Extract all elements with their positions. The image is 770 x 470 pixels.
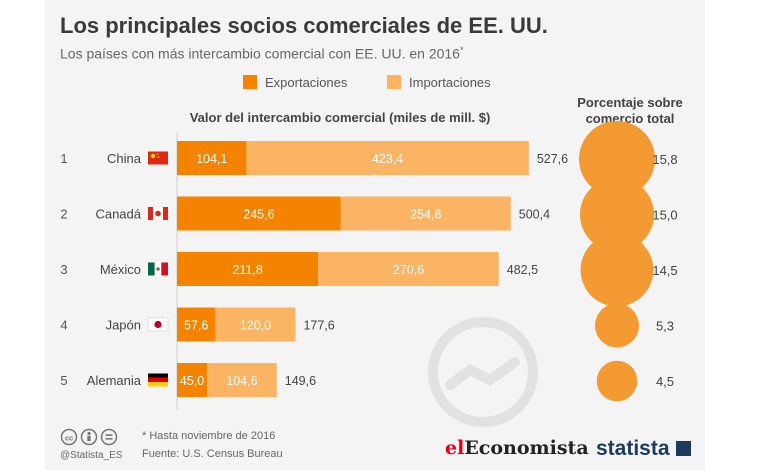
japan-flag [147,317,169,332]
watermark-handshake-icon [428,317,538,427]
legend-label-imports: Importaciones [409,75,491,90]
share-bubble [596,360,638,402]
bar-imports-label: 270,6 [393,263,424,277]
mexico-flag [148,262,168,276]
share-bubble [580,233,654,307]
share-label: 5,3 [656,319,674,334]
bar-exports [177,196,341,231]
footer-handle: @Statista_ES [60,450,123,461]
statista-logo-icon [675,441,691,456]
bar-imports-label: 254,8 [410,208,441,222]
total-label: 500,4 [519,208,550,222]
eleconomista-logo: elEconomista [445,437,589,459]
share-bubble [594,303,640,348]
eleconomista-logo-part2: Economista [464,437,589,459]
cc-icon: cc [60,428,78,446]
footer-source: Fuente: U.S. Census Bureau [142,448,283,460]
germany-flag [148,373,168,387]
country-label: Japón [106,318,141,333]
page-title: Los principales socios comerciales de EE… [60,13,548,38]
total-label: 482,5 [507,263,538,277]
statista-logo-text: statista [596,437,670,460]
rank-label: 4 [60,318,67,333]
bar-exports-label: 45,0 [180,374,204,388]
legend-swatch-imports [387,75,401,89]
bar-imports [340,196,511,231]
share-label: 15,8 [652,152,677,167]
noderivs-icon [100,428,118,446]
share-label: 4,5 [656,374,674,389]
bar-imports [215,307,296,342]
share-title-line1: Porcentaje sobre [577,95,683,110]
bar-exports [177,363,208,397]
chart-row: 3 México 211,8 270,6 482,5 14,5 [60,233,678,307]
bar-exports-label: 211,8 [232,263,262,277]
bar-axis-title: Valor del intercambio comercial (miles d… [190,110,491,125]
canada-flag [147,206,169,221]
rank-label: 5 [60,373,67,388]
legend-swatch-exports [243,75,257,89]
bar-imports-label: 104,6 [226,374,257,388]
legend-item-exports: Exportaciones [243,75,347,90]
bar-exports-label: 57,6 [184,319,208,333]
chart-row: 2 Canadá 245,6 254,8 500,4 15,0 [60,177,678,252]
subtitle-marker: * [459,45,464,55]
bar-exports [177,307,216,342]
subtitle-text: Los países con más intercambio comercial… [60,45,460,62]
attribution-icon [80,428,98,446]
bar-exports-label: 104,1 [196,152,227,166]
total-label: 149,6 [285,374,316,388]
share-bubble [579,177,655,252]
page-subtitle: Los países con más intercambio comercial… [60,45,464,62]
share-bubble [579,121,655,197]
chart-row: 1 China 104,1 423,4 527,6 15,8 [60,121,678,197]
chart-row: 5 Alemania 45,0 104,6 149,6 4,5 [60,360,674,402]
rank-label: 3 [60,262,67,277]
country-label: México [100,262,141,277]
country-label: Alemania [87,373,142,388]
share-label: 15,0 [652,208,677,223]
bar-imports-label: 120,0 [240,319,271,333]
footer-note: * Hasta noviembre de 2016 [142,430,276,442]
bar-exports [177,252,319,286]
statista-logo: statista [596,437,691,461]
rank-label: 2 [60,207,67,222]
country-label: China [107,151,142,166]
total-label: 527,6 [537,152,568,166]
license-icons: cc [60,428,118,451]
bar-imports [318,252,499,286]
bar-imports [246,141,529,175]
share-label: 14,5 [652,263,677,278]
bar-exports-label: 245,6 [243,208,274,222]
legend: Exportaciones Importaciones [0,75,770,95]
country-label: Canadá [95,207,141,222]
rank-label: 1 [60,151,67,166]
legend-item-imports: Importaciones [387,75,491,90]
bar-imports [207,363,277,397]
bar-exports [177,141,247,175]
eleconomista-logo-part1: el [445,437,465,459]
legend-label-exports: Exportaciones [265,75,348,90]
total-label: 177,6 [303,319,334,333]
svg-text:cc: cc [65,434,73,443]
cc-license-icons: cc [60,428,118,446]
china-flag [148,151,168,165]
bar-imports-label: 423,4 [372,152,403,166]
chart-row: 4 Japón 57,6 120,0 177,6 5,3 [60,303,674,348]
